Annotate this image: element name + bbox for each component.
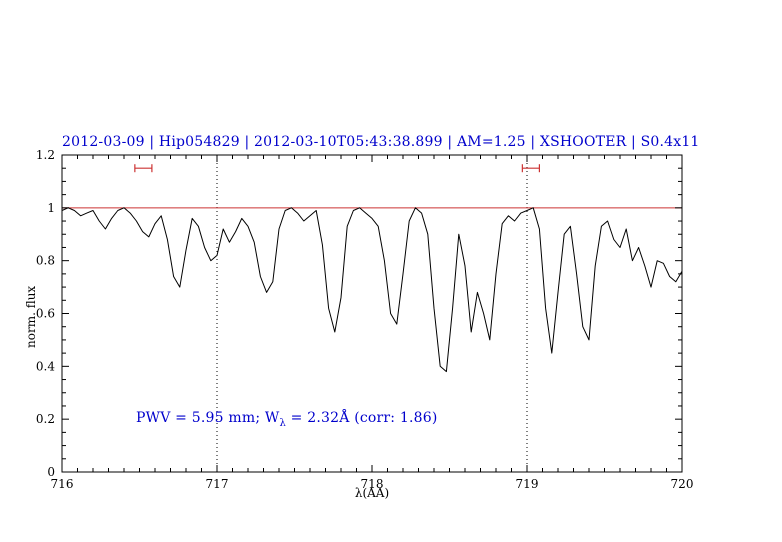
pwv-annotation-part2: = 2.32Å (corr: 1.86) xyxy=(286,410,438,426)
x-tick-label: 718 xyxy=(361,477,384,491)
y-tick-label: 1 xyxy=(47,201,55,215)
x-tick-label: 720 xyxy=(671,477,694,491)
y-axis-label: norm. flux xyxy=(24,285,38,348)
chart-title: 2012-03-09 | Hip054829 | 2012-03-10T05:4… xyxy=(62,134,700,150)
y-tick-label: 1.2 xyxy=(36,148,55,162)
axes-ticks: 716 717 718 719 720 0 0.2 0.4 0.6 0.8 1 1.2 xyxy=(36,148,694,491)
pwv-annotation: PWV = 5.95 mm; Wλ = 2.32Å (corr: 1.86) xyxy=(136,410,438,429)
x-tick-label: 717 xyxy=(206,477,229,491)
y-tick-label: 0 xyxy=(47,465,55,479)
y-tick-label: 0.4 xyxy=(36,359,55,373)
pwv-annotation-subscript: λ xyxy=(279,417,287,429)
x-tick-label: 719 xyxy=(516,477,539,491)
x-tick-label: 716 xyxy=(51,477,74,491)
spectrum-line xyxy=(61,207,683,373)
pwv-markers xyxy=(134,164,541,173)
y-tick-label: 0.6 xyxy=(36,307,55,321)
y-tick-label: 0.2 xyxy=(36,412,55,426)
x-axis-label: λ(AA) xyxy=(354,486,390,500)
y-tick-label: 0.8 xyxy=(36,254,55,268)
pwv-annotation-part1: PWV = 5.95 mm; W xyxy=(136,410,280,426)
